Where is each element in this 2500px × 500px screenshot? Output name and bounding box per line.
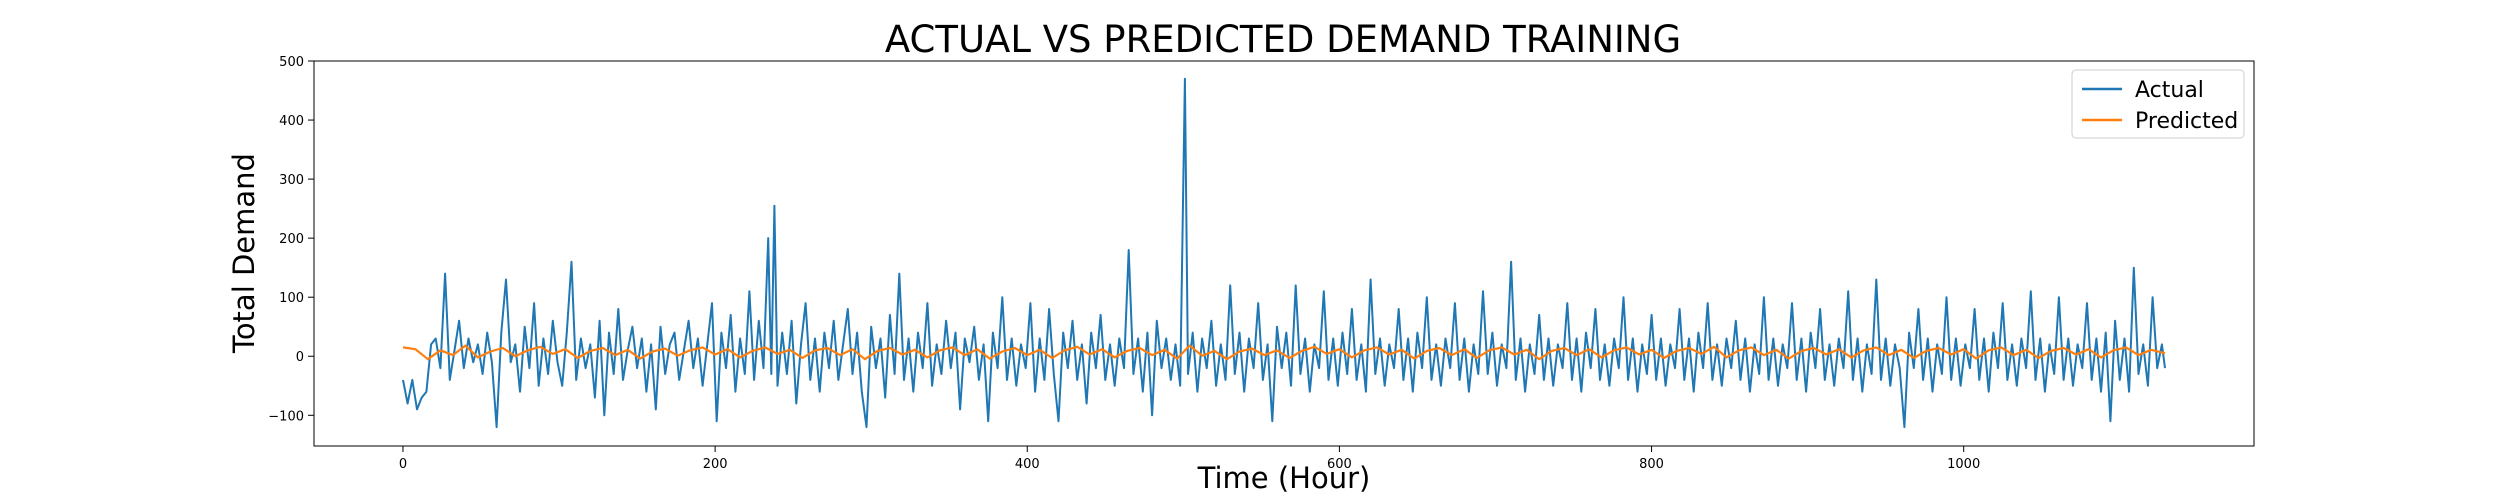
y-tick-label: −100 — [268, 409, 304, 424]
legend: Actual Predicted — [2071, 69, 2245, 139]
x-tick-label: 1000 — [1947, 457, 1980, 472]
y-tick-label: 0 — [296, 350, 304, 365]
x-axis: 0 200 400 600 800 1000 — [399, 446, 1980, 472]
y-tick-label: 400 — [279, 114, 304, 129]
y-tick-label: 100 — [279, 291, 304, 306]
y-tick-label: 500 — [279, 55, 304, 70]
series-line-actual — [402, 77, 2166, 429]
y-axis-title: Total Demand — [227, 153, 261, 354]
x-axis-title: Time (Hour) — [1197, 461, 1371, 495]
x-tick-label: 800 — [1639, 457, 1664, 472]
legend-label-actual: Actual — [2135, 78, 2204, 103]
x-tick-label: 600 — [1327, 457, 1352, 472]
series-line-predicted — [402, 344, 2166, 361]
plot-frame — [313, 60, 2255, 447]
y-tick-label: 300 — [279, 173, 304, 188]
chart-title: ACTUAL VS PREDICTED DEMAND TRAINING — [885, 18, 1681, 61]
x-tick-label: 0 — [399, 457, 407, 472]
x-tick-label: 400 — [1015, 457, 1040, 472]
legend-label-predicted: Predicted — [2135, 109, 2238, 134]
x-tick-label: 200 — [703, 457, 728, 472]
y-axis: −100 0 100 200 300 400 500 — [268, 55, 314, 424]
y-tick-label: 200 — [279, 232, 304, 247]
